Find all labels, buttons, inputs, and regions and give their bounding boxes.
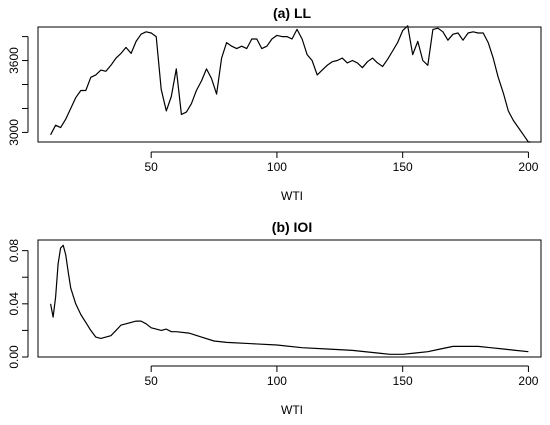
x-tick-label: 100	[267, 160, 287, 174]
panel-a-plot-frame	[37, 26, 542, 143]
panel-a-x-axis: 50 100 150 200	[144, 151, 539, 174]
y-tick-label: 3600	[7, 47, 21, 74]
x-tick-label: 150	[393, 160, 413, 174]
y-tick-label: 3000	[7, 119, 21, 146]
panel-a-ll: (a) LL 50 100 150 200 3000 3600 WTI	[7, 5, 542, 203]
y-tick-label: 0.08	[7, 239, 21, 263]
x-tick-label: 200	[518, 374, 538, 388]
panel-b-ioi: (b) IOI 50 100 150 200 0.00 0.04 0.08 WTI	[7, 219, 542, 417]
x-tick-label: 200	[518, 160, 538, 174]
panel-b-series-line	[50, 244, 529, 355]
x-tick-label: 150	[393, 374, 413, 388]
x-tick-label: 50	[144, 374, 158, 388]
y-tick-label: 0.04	[7, 292, 21, 316]
panel-a-y-axis: 3000 3600	[7, 36, 29, 146]
x-tick-label: 100	[267, 374, 287, 388]
panel-a-x-label: WTI	[281, 189, 303, 203]
x-tick-label: 50	[144, 160, 158, 174]
panel-b-title: (b) IOI	[272, 219, 312, 235]
panel-b-x-label: WTI	[281, 403, 303, 417]
panel-b-y-axis: 0.00 0.04 0.08	[7, 239, 29, 369]
panel-b-x-axis: 50 100 150 200	[144, 365, 539, 388]
panel-b-plot-frame	[37, 239, 542, 358]
panel-a-series-line	[50, 25, 531, 143]
panel-a-title: (a) LL	[273, 5, 312, 21]
y-tick-label: 0.00	[7, 345, 21, 369]
